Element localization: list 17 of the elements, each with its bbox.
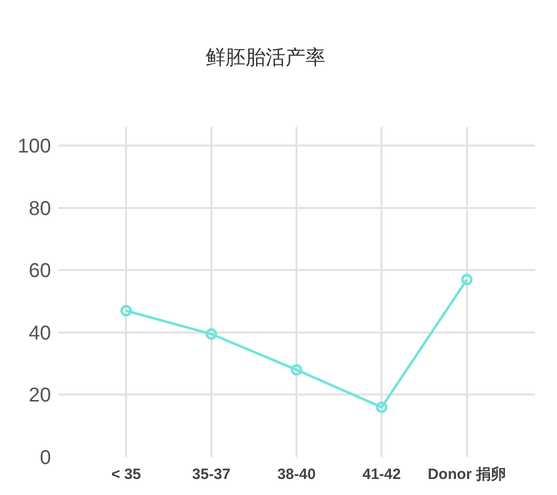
y-tick-label: 80 [28,198,51,220]
y-tick-label: 40 [28,322,51,344]
x-tick-label: 38-40 [277,466,316,483]
x-tick-label: < 35 [111,466,141,483]
x-tick-label: Donor 捐卵 [428,466,506,483]
y-tick-label: 60 [28,260,51,282]
point [461,274,473,286]
point [120,304,132,316]
point [206,328,218,340]
y-tick-label: 0 [40,447,51,469]
y-tick-label: 100 [18,136,51,158]
point [376,401,388,413]
point [290,364,302,376]
x-tick-label: 35-37 [192,466,231,483]
chart-title: 鲜胚胎活产率 [206,47,326,69]
x-tick-label: 41-42 [362,466,401,483]
y-tick-label: 20 [28,384,51,407]
